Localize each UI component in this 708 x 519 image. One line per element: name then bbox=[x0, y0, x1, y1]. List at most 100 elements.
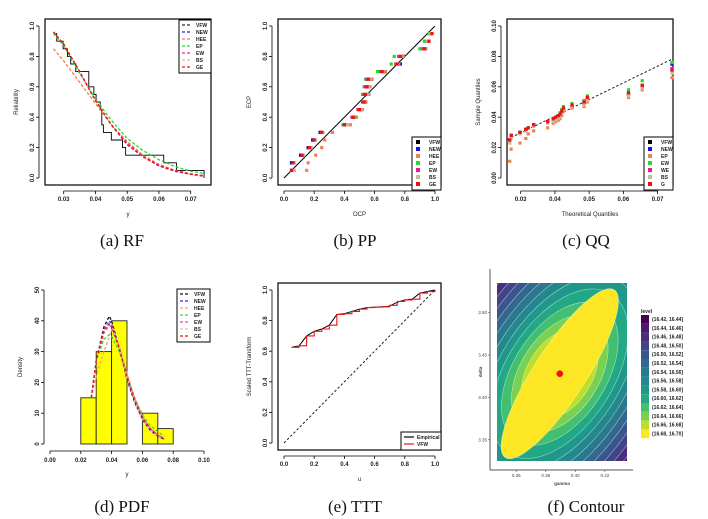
legend-label: BS bbox=[196, 58, 204, 64]
legend-level-label: (16.48, 16.50] bbox=[652, 343, 683, 349]
x-tick-label: 0.03 bbox=[515, 197, 527, 203]
point-g bbox=[570, 103, 574, 107]
legend-swatch-ep bbox=[648, 154, 652, 158]
point-g bbox=[626, 91, 631, 95]
point-g bbox=[558, 112, 562, 116]
y-tick-label: 1.0 bbox=[263, 21, 269, 30]
point-g bbox=[556, 114, 560, 118]
point-bs bbox=[585, 98, 590, 103]
legend-label: EW bbox=[196, 51, 204, 57]
y-tick-label: 0.0 bbox=[30, 173, 36, 182]
point-bs bbox=[554, 118, 558, 122]
panel-pdf: 0.00 0.02 0.04 0.06 0.08 0.10 0 10 20 30 40 50 y Dens… bbox=[18, 286, 211, 478]
point-ge bbox=[363, 92, 368, 96]
reference-line bbox=[283, 25, 436, 179]
legend-label: VFW bbox=[194, 292, 205, 298]
y-tick-label: 3.40 bbox=[478, 395, 487, 400]
plot-frame bbox=[506, 18, 674, 186]
point-ge bbox=[320, 130, 324, 134]
point-ge bbox=[398, 54, 402, 58]
legend-label: GE bbox=[196, 65, 204, 71]
point-ep bbox=[508, 159, 512, 163]
legend-swatch-ge bbox=[416, 182, 420, 186]
point-ew bbox=[626, 88, 631, 92]
y-tick-label: 0.4 bbox=[263, 377, 269, 386]
legend-label: EP bbox=[661, 154, 668, 160]
point-ge bbox=[430, 32, 434, 36]
x-tick-label: 0.06 bbox=[137, 458, 149, 464]
y-axis-label: Density bbox=[18, 357, 24, 377]
point-ge bbox=[395, 62, 399, 66]
y-tick-label: 0.0 bbox=[263, 438, 269, 447]
point-g bbox=[526, 126, 530, 130]
plot-frame bbox=[44, 18, 212, 186]
legend-level-label: (16.54, 16.56] bbox=[652, 370, 683, 376]
point-ep bbox=[670, 76, 674, 80]
x-tick-label: 0.2 bbox=[310, 462, 319, 468]
y-tick-label: 40 bbox=[35, 317, 41, 324]
point-ep bbox=[376, 70, 380, 74]
x-axis-label: y bbox=[127, 212, 130, 218]
vfw-ttt-step bbox=[291, 290, 436, 348]
legend-label: EW bbox=[194, 320, 202, 326]
legend-label: BS bbox=[661, 175, 669, 181]
x-tick-label: 0.0 bbox=[280, 197, 289, 203]
legend-swatch-level bbox=[641, 350, 649, 359]
series-line-ge bbox=[53, 31, 205, 177]
legend-label: EW bbox=[661, 161, 669, 167]
y-tick-label: 0.08 bbox=[492, 50, 498, 62]
legend-label: BS bbox=[429, 175, 437, 181]
empirical-ttt-line bbox=[291, 289, 436, 348]
point-ge bbox=[380, 70, 384, 74]
point-bs bbox=[345, 123, 350, 127]
y-tick-label: 0.4 bbox=[263, 112, 269, 121]
maximum-point bbox=[556, 370, 564, 377]
point-bs bbox=[640, 86, 644, 90]
legend-swatch-ew bbox=[648, 161, 652, 165]
point-ge bbox=[427, 39, 431, 43]
legend-label: EP bbox=[429, 161, 436, 167]
panel-contour: 0.36 0.38 0.40 0.42 3.35 3.40 3.45 3.50 gamma del… bbox=[478, 269, 683, 486]
legend-label: VFW bbox=[429, 140, 440, 146]
histogram-bar bbox=[80, 397, 97, 445]
x-axis-label: y bbox=[126, 472, 129, 478]
point-g bbox=[670, 68, 674, 72]
legend-swatch-bs bbox=[648, 175, 652, 179]
legend-label: Empirical bbox=[417, 435, 440, 441]
point-ge bbox=[312, 138, 316, 142]
panel-qq: 0.00 0.02 0.04 0.06 0.08 0.10 0.03 0.04 0.05 0.06… bbox=[476, 18, 674, 218]
y-tick-label: 0.06 bbox=[492, 80, 498, 92]
y-tick-label: 0.10 bbox=[492, 20, 498, 32]
x-tick-label: 0.05 bbox=[121, 197, 133, 203]
legend-label: HEE bbox=[194, 306, 205, 312]
point-ge bbox=[362, 100, 366, 104]
y-tick-label: 0.2 bbox=[263, 143, 269, 152]
point-ge bbox=[357, 108, 362, 112]
y-tick-label: 0.6 bbox=[30, 82, 36, 91]
legend-label: VFW bbox=[661, 140, 672, 146]
point-bs bbox=[292, 168, 297, 172]
point-ep bbox=[418, 47, 422, 51]
point-g bbox=[518, 130, 522, 134]
y-tick-label: 0.8 bbox=[263, 52, 269, 61]
point-ge bbox=[342, 123, 346, 127]
y-tick-label: 10 bbox=[35, 409, 41, 416]
legend-swatch-level bbox=[641, 315, 649, 324]
x-tick-label: 0.04 bbox=[106, 458, 118, 464]
legend-swatch-level bbox=[641, 385, 649, 395]
y-tick-label: 0.6 bbox=[263, 82, 269, 91]
legend-swatch-level bbox=[641, 429, 649, 439]
plot-frame bbox=[277, 282, 442, 451]
legend-label: NEW bbox=[194, 299, 206, 305]
x-tick-label: 0.00 bbox=[44, 458, 56, 464]
point-g bbox=[554, 115, 558, 119]
legend-label: GE bbox=[429, 182, 437, 188]
plot-frame bbox=[277, 18, 442, 186]
legend-level-label: (16.66, 16.68] bbox=[652, 423, 683, 429]
point-ep bbox=[524, 136, 528, 141]
legend-swatch-vfw bbox=[648, 140, 652, 144]
x-tick-label: 0.04 bbox=[549, 197, 561, 203]
x-tick-label: 0.02 bbox=[75, 458, 87, 464]
y-tick-label: 30 bbox=[35, 348, 41, 355]
point-ge bbox=[422, 47, 427, 51]
